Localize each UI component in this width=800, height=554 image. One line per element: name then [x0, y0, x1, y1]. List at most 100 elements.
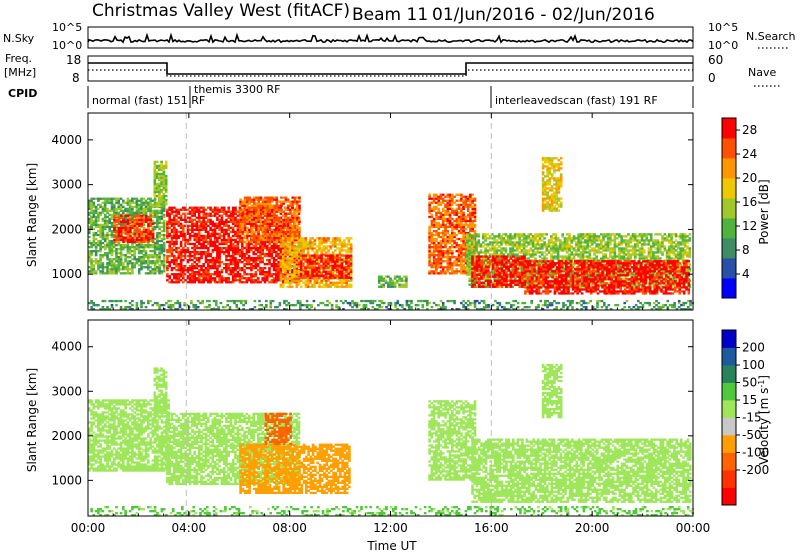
heatmap-cell — [238, 234, 242, 238]
heatmap-cell — [464, 248, 468, 251]
heatmap-cell — [343, 239, 346, 242]
heatmap-cell — [325, 283, 328, 286]
heatmap-cell — [256, 250, 260, 254]
heatmap-cell — [322, 276, 325, 279]
heatmap-cell — [333, 266, 337, 269]
heatmap-cell — [446, 193, 450, 196]
heatmap-cell — [444, 225, 447, 229]
heatmap-cell — [334, 239, 337, 242]
heatmap-cell — [491, 273, 494, 276]
heatmap-cell — [293, 279, 296, 282]
heatmap-cell — [142, 211, 146, 214]
heatmap-cell — [225, 265, 228, 268]
heatmap-cell — [398, 275, 401, 278]
nsky-trace — [87, 32, 694, 44]
heatmap-cell — [460, 195, 463, 198]
heatmap-cell — [432, 248, 436, 251]
heatmap-cell — [340, 245, 344, 248]
heatmap-cell — [250, 240, 254, 244]
heatmap-cell — [231, 210, 235, 213]
heatmap-cell — [119, 244, 123, 247]
heatmap-cell — [188, 279, 192, 282]
heatmap-cell — [197, 214, 201, 217]
heatmap-cell — [236, 224, 240, 227]
heatmap-cell — [200, 210, 203, 213]
heatmap-cell — [279, 277, 283, 280]
heatmap-cell — [475, 243, 478, 246]
heatmap-cell — [437, 264, 440, 267]
heatmap-cell — [147, 209, 150, 212]
heatmap-cell — [446, 237, 450, 241]
heatmap-cell — [119, 252, 123, 255]
heatmap-cell — [200, 224, 203, 227]
heatmap-cell — [268, 232, 272, 236]
heatmap-cell — [108, 248, 111, 251]
heatmap-cell — [311, 262, 314, 265]
heatmap-cell — [108, 270, 111, 273]
heatmap-cell — [291, 234, 294, 238]
heatmap-cell — [471, 221, 474, 225]
heatmap-cell — [282, 196, 285, 199]
heatmap-cell — [234, 250, 237, 254]
heatmap-cell — [313, 247, 317, 250]
heatmap-cell — [250, 242, 253, 246]
heatmap-cell — [460, 211, 463, 214]
heatmap-cell — [279, 220, 283, 223]
heatmap-cell — [137, 258, 141, 261]
heatmap-cell — [441, 221, 445, 225]
heatmap-cell — [290, 251, 294, 254]
heatmap-cell — [173, 218, 176, 221]
heatmap-cell — [124, 226, 128, 229]
heatmap-cell — [444, 272, 447, 275]
heatmap-cell — [92, 264, 96, 267]
heatmap-cell — [446, 264, 450, 267]
heatmap-cell — [405, 275, 408, 278]
heatmap-cell — [234, 252, 237, 256]
heatmap-cell — [252, 230, 256, 234]
heatmap-cell — [166, 208, 169, 211]
heatmap-cell — [99, 244, 102, 247]
heatmap-cell — [234, 234, 237, 238]
heatmap-cell — [234, 232, 237, 236]
heatmap-cell — [110, 270, 114, 273]
heatmap-cell — [466, 263, 469, 266]
heatmap-cell — [264, 218, 267, 221]
heatmap-cell — [325, 281, 328, 284]
heatmap-cell — [437, 209, 440, 212]
heatmap-cell — [117, 236, 121, 240]
heatmap-cell — [308, 274, 312, 277]
heatmap-cell — [280, 210, 283, 213]
heatmap-cell — [238, 279, 242, 282]
heatmap-cell — [168, 242, 171, 246]
heatmap-cell — [306, 266, 310, 269]
heatmap-cell — [131, 209, 134, 212]
heatmap-cell — [213, 273, 217, 276]
heatmap-cell — [115, 218, 119, 221]
heatmap-cell — [216, 226, 219, 229]
heatmap-cell — [140, 232, 143, 236]
heatmap-cell — [291, 202, 294, 205]
heatmap-cell — [200, 250, 203, 254]
heatmap-cell — [177, 236, 181, 240]
heatmap-cell — [211, 273, 215, 276]
heatmap-cell — [207, 224, 210, 227]
heatmap-cell — [286, 222, 289, 225]
heatmap-cell — [220, 210, 224, 213]
heatmap-cell — [166, 269, 169, 272]
heatmap-cell — [309, 281, 312, 284]
heatmap-cell — [254, 222, 258, 225]
heatmap-cell — [227, 273, 230, 276]
heatmap-cell — [207, 275, 210, 278]
heatmap-cell — [448, 213, 452, 216]
heatmap-cell — [211, 265, 215, 268]
heatmap-cell — [264, 204, 267, 207]
heatmap-cell — [108, 250, 111, 253]
heatmap-cell — [448, 256, 452, 259]
heatmap-cell — [435, 201, 438, 204]
heatmap-cell — [435, 246, 438, 249]
heatmap-cell — [302, 237, 305, 240]
heatmap-cell — [164, 164, 168, 167]
freq-label-2: [MHz] — [4, 66, 36, 79]
heatmap-cell — [227, 232, 230, 236]
heatmap-cell — [115, 258, 118, 261]
